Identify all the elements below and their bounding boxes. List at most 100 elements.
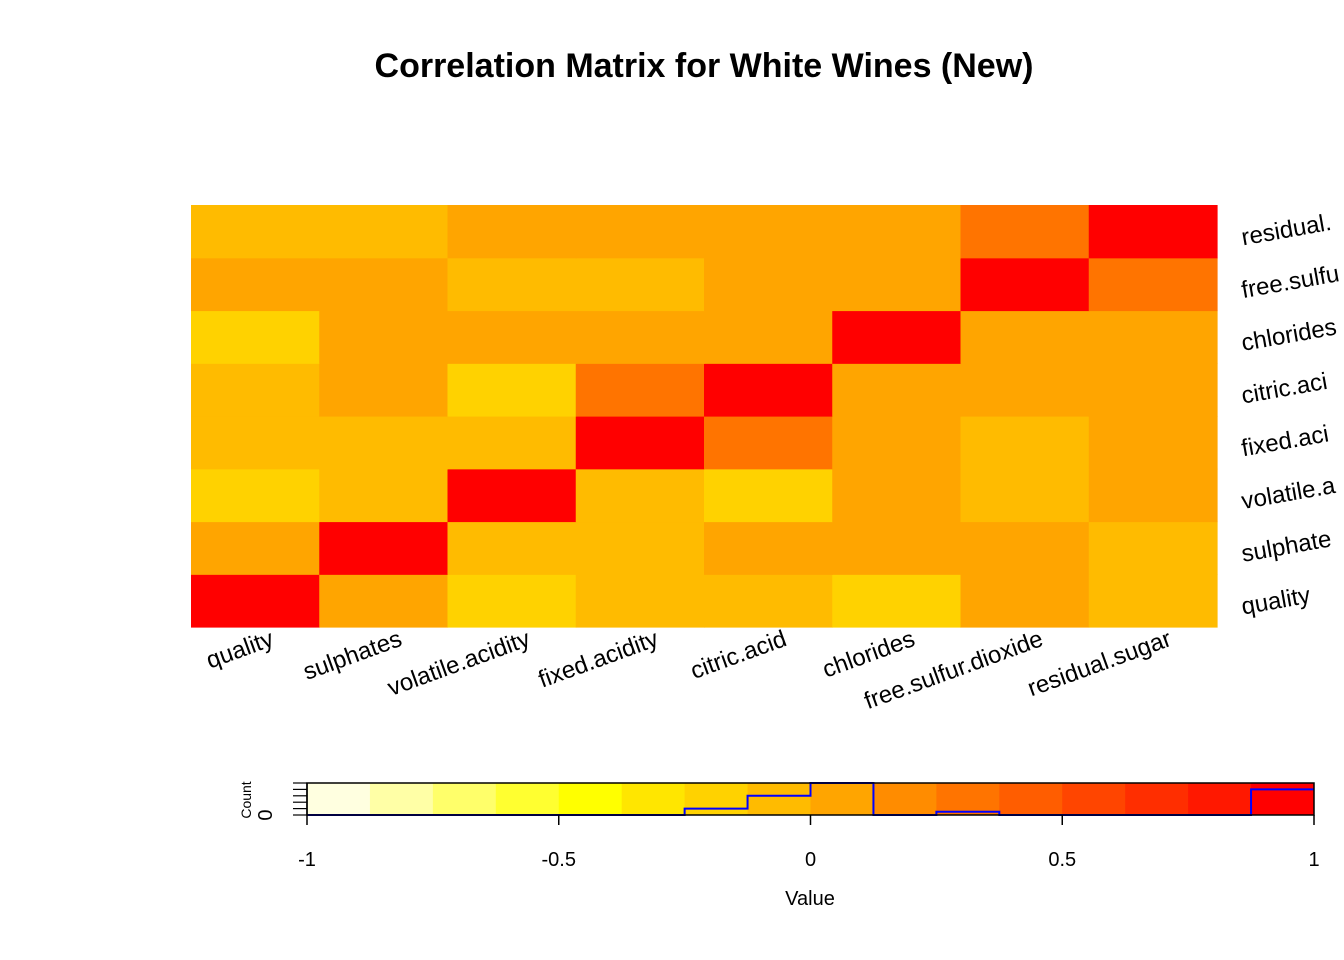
heatmap-cell — [447, 363, 577, 417]
y-tick-label: sulphate — [1239, 525, 1333, 567]
color-key-bin — [307, 783, 371, 815]
heatmap-cell — [575, 363, 705, 417]
color-key-bin — [999, 783, 1063, 815]
heatmap-cell — [960, 257, 1090, 312]
x-tick-label: quality — [203, 625, 277, 674]
heatmap-cell — [1088, 310, 1218, 364]
heatmap-cell — [191, 205, 320, 259]
x-tick-label: fixed.acidity — [535, 625, 662, 693]
color-key-tick-label: 0 — [805, 849, 816, 871]
color-key-y-label: Count — [238, 781, 254, 818]
heatmap-cell — [447, 310, 577, 364]
y-tick-label: chlorides — [1239, 314, 1338, 357]
color-key-x-label: Value — [785, 888, 835, 910]
heatmap-cell — [1088, 521, 1218, 575]
heatmap-cell — [1088, 468, 1218, 523]
heatmap-cell — [960, 574, 1090, 628]
color-key-y-tick: 0 — [255, 809, 277, 820]
color-key-bin — [1251, 783, 1315, 815]
y-tick-label: quality — [1239, 582, 1312, 621]
heatmap-cell — [319, 205, 449, 259]
heatmap-cell — [704, 257, 833, 312]
color-key-bin — [1062, 783, 1126, 815]
heatmap-cell — [319, 363, 449, 417]
heatmap-cell — [191, 468, 320, 523]
color-key-ticks: -1 -0.5 0 0.5 1 — [298, 815, 1320, 871]
heatmap-cell — [447, 521, 577, 575]
heatmap-cell — [1088, 574, 1218, 628]
heatmap-cell — [191, 521, 320, 575]
color-key-bin — [621, 783, 686, 815]
heatmap-cell — [319, 257, 449, 312]
heatmap-cell — [704, 205, 833, 259]
heatmap-cell — [704, 416, 833, 470]
heatmap-cell — [575, 574, 705, 628]
color-key-bin — [747, 783, 811, 815]
heatmap-cell — [575, 205, 705, 259]
heatmap-cell — [832, 468, 962, 523]
y-axis-labels: quality sulphate volatile.a fixed.aci citric… — [1239, 209, 1341, 621]
heatmap-cell — [832, 521, 962, 575]
heatmap-cell — [704, 521, 833, 575]
heatmap-cell — [575, 416, 705, 470]
heatmap-cell — [319, 416, 449, 470]
x-tick-label: citric.acid — [687, 625, 790, 685]
heatmap-cell — [832, 363, 962, 417]
color-key-bin — [1125, 783, 1189, 815]
heatmap-cell — [575, 310, 705, 364]
y-tick-label: free.sulfu — [1239, 260, 1341, 304]
heatmap-cell — [1088, 257, 1218, 312]
heatmap-cell — [575, 521, 705, 575]
heatmap-cell — [447, 257, 577, 312]
y-tick-label: volatile.a — [1239, 472, 1338, 515]
heatmap-cell — [191, 416, 320, 470]
heatmap-cell — [832, 205, 962, 259]
color-key-bins — [307, 783, 1315, 815]
x-tick-label: volatile.acidity — [384, 625, 534, 701]
color-key-bin — [1188, 783, 1252, 815]
heatmap-cell — [191, 257, 320, 312]
heatmap-cell — [960, 310, 1090, 364]
heatmap-cell — [447, 205, 577, 259]
heatmap-cell — [704, 363, 833, 417]
color-key-tick-label: 1 — [1308, 849, 1319, 871]
y-tick-label: residual. — [1239, 209, 1333, 251]
color-key-bin — [873, 783, 937, 815]
chart-title: Correlation Matrix for White Wines (New) — [375, 47, 1034, 85]
heatmap-cell — [575, 468, 705, 523]
heatmap-cell — [960, 205, 1090, 259]
heatmap-cell — [832, 310, 962, 364]
heatmap-cell — [832, 416, 962, 470]
heatmap-cell — [447, 416, 577, 470]
heatmap-cell — [704, 310, 833, 364]
color-key-bin — [558, 783, 623, 815]
color-key: -1 -0.5 0 0.5 1 Value Count 0 — [238, 781, 1320, 910]
color-key-bin — [369, 783, 434, 815]
heatmap-cell — [960, 363, 1090, 417]
color-key-bin — [495, 783, 560, 815]
heatmap-cell — [832, 257, 962, 312]
heatmap-cell — [191, 363, 320, 417]
y-tick-label: fixed.aci — [1239, 420, 1330, 462]
heatmap-cell — [1088, 416, 1218, 470]
heatmap-cell — [447, 574, 577, 628]
color-key-bin — [936, 783, 1000, 815]
heatmap-cells — [191, 205, 1218, 628]
color-key-count-ticks — [293, 782, 308, 816]
color-key-bin — [810, 783, 874, 815]
heatmap-cell — [1088, 205, 1218, 259]
heatmap-cell — [960, 521, 1090, 575]
color-key-bin — [432, 783, 497, 815]
heatmap-cell — [319, 574, 449, 628]
heatmap-cell — [191, 310, 320, 364]
heatmap-cell — [960, 416, 1090, 470]
heatmap-cell — [447, 468, 577, 523]
color-key-tick-label: -0.5 — [542, 849, 576, 871]
color-key-bin — [684, 783, 749, 815]
color-key-tick-label: 0.5 — [1048, 849, 1076, 871]
heatmap-cell — [319, 468, 449, 523]
heatmap-cell — [319, 521, 449, 575]
color-key-tick-label: -1 — [298, 849, 316, 871]
